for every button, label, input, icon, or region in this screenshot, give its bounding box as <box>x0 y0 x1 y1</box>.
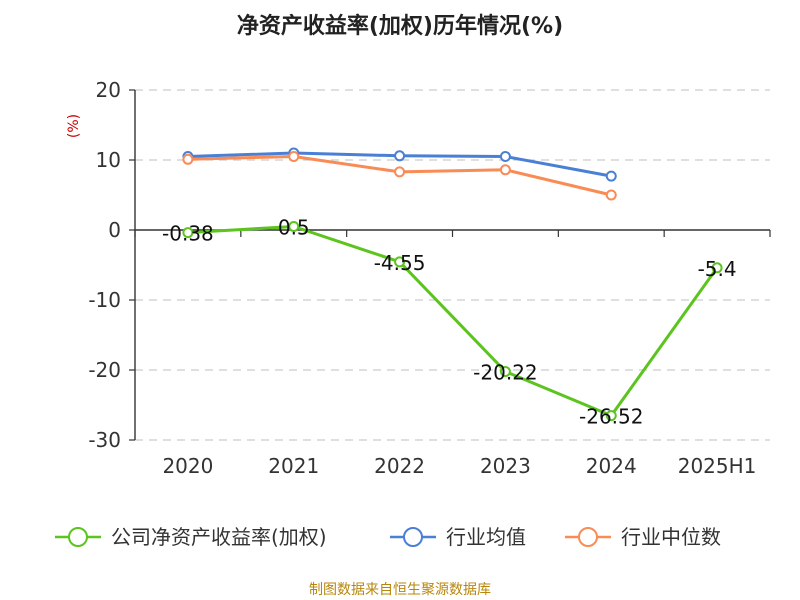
x-tick-label: 2024 <box>586 454 637 478</box>
data-point[interactable] <box>288 221 300 232</box>
legend-marker-icon <box>403 527 423 547</box>
axes: 20 10 0 -10 -20 -30 2020 2021 2022 2023 2024 2025H1 <box>88 78 771 478</box>
x-tick-label: 2023 <box>480 454 531 478</box>
legend-marker-icon <box>68 527 88 547</box>
data-point[interactable] <box>711 262 723 274</box>
data-point[interactable] <box>182 227 194 239</box>
legend-item-2[interactable]: 行业中位数 <box>565 525 721 549</box>
x-tick-label: 2020 <box>162 454 213 478</box>
data-point[interactable] <box>182 153 194 165</box>
legend-marker-icon <box>578 527 598 547</box>
y-tick-label: -20 <box>88 358 121 382</box>
chart-title: 净资产收益率(加权)历年情况(%) <box>237 13 563 39</box>
series-lines <box>182 147 723 422</box>
legend-item-0[interactable]: 公司净资产收益率(加权) <box>55 525 327 549</box>
y-tick-label: -10 <box>88 288 121 312</box>
data-label: -0.38 <box>162 222 214 246</box>
data-point[interactable] <box>499 151 511 162</box>
data-label: 0.5 <box>278 216 310 240</box>
series-line-0 <box>187 225 719 418</box>
data-point[interactable] <box>499 366 511 378</box>
x-tick-label: 2022 <box>374 454 425 478</box>
legend-label: 行业均值 <box>446 525 526 549</box>
y-tick-label: -30 <box>88 428 121 452</box>
y-tick-label: 10 <box>96 148 121 172</box>
legend[interactable]: 公司净资产收益率(加权) 行业均值 行业中位数 <box>55 525 721 549</box>
data-label: -26.52 <box>579 405 643 429</box>
legend-item-1[interactable]: 行业均值 <box>390 525 526 549</box>
y-tick-label: 0 <box>108 218 121 242</box>
data-point[interactable] <box>605 170 617 182</box>
legend-label: 行业中位数 <box>621 525 721 549</box>
legend-label: 公司净资产收益率(加权) <box>111 525 327 549</box>
gridlines <box>135 89 770 441</box>
data-point[interactable] <box>605 410 617 422</box>
data-label: -20.22 <box>473 361 537 385</box>
data-label: -5.4 <box>698 257 737 281</box>
y-tick-label: 20 <box>96 78 121 102</box>
data-point[interactable] <box>605 189 617 201</box>
data-point[interactable] <box>394 166 406 178</box>
x-tick-label: 2021 <box>268 454 319 478</box>
x-tick-label: 2025H1 <box>678 454 757 478</box>
data-label: -4.55 <box>374 251 426 275</box>
data-source-note: 制图数据来自恒生聚源数据库 <box>309 582 491 598</box>
data-labels: -0.38 0.5 -4.55 -20.22 -26.52 -5.4 <box>162 216 737 429</box>
data-point[interactable] <box>394 256 406 268</box>
y-axis-unit-label: (%) <box>66 114 82 138</box>
data-point[interactable] <box>394 150 406 162</box>
data-point[interactable] <box>499 164 511 176</box>
data-point[interactable] <box>288 151 300 162</box>
